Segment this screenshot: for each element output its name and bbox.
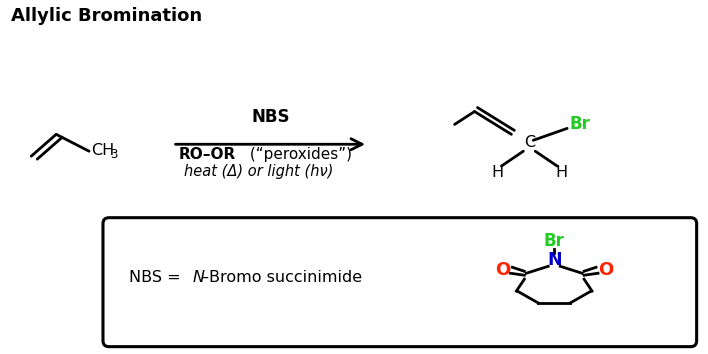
Text: O: O	[598, 261, 614, 279]
Text: Br: Br	[544, 233, 565, 251]
Text: H: H	[491, 165, 503, 179]
Text: 3: 3	[110, 148, 118, 161]
Text: N: N	[547, 251, 561, 269]
Text: N: N	[193, 270, 205, 285]
Text: NBS: NBS	[251, 108, 290, 126]
Text: Allylic Bromination: Allylic Bromination	[11, 7, 202, 25]
Text: H: H	[555, 165, 567, 179]
FancyArrowPatch shape	[176, 139, 362, 150]
Text: heat (Δ) or light (hν): heat (Δ) or light (hν)	[183, 164, 333, 179]
Text: NBS =: NBS =	[129, 270, 185, 285]
Text: O: O	[495, 261, 510, 279]
Text: C: C	[524, 135, 535, 150]
Text: –Bromo succinimide: –Bromo succinimide	[200, 270, 362, 285]
Text: CH: CH	[91, 143, 114, 158]
Text: RO–OR: RO–OR	[178, 147, 236, 162]
FancyBboxPatch shape	[103, 218, 697, 347]
Text: (“peroxides”): (“peroxides”)	[246, 147, 353, 162]
Text: Br: Br	[569, 115, 590, 133]
